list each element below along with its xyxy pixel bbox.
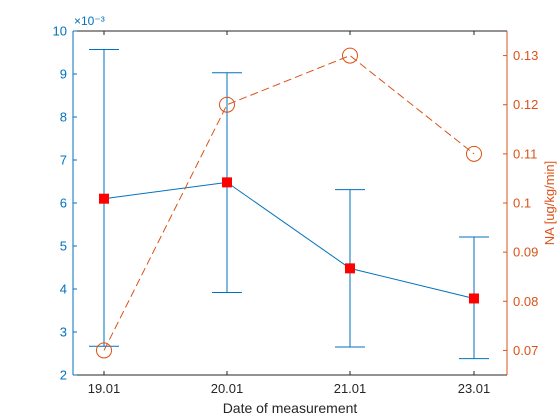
series-2-marker (219, 96, 235, 113)
left-tick-label: 6 (60, 196, 67, 211)
right-tick-label: 0.12 (513, 97, 538, 112)
series-1-marker (222, 177, 232, 188)
left-tick-label: 10 (53, 24, 67, 39)
series-1-marker (345, 263, 355, 274)
x-tick-label: 23.01 (458, 381, 491, 396)
series-1-marker (99, 193, 109, 204)
x-tick-label: 21.01 (334, 381, 367, 396)
right-tick-label: 0.07 (513, 343, 538, 358)
left-axis-exponent: ×10⁻³ (74, 14, 105, 28)
x-tick-label: 19.01 (88, 381, 121, 396)
series-1-line (103, 181, 475, 299)
right-tick-label: 0.11 (513, 146, 537, 161)
left-tick-label: 8 (60, 110, 67, 125)
left-tick-label: 2 (60, 368, 67, 383)
right-tick-label: 0.08 (513, 294, 538, 309)
right-tick-label: 0.1 (513, 196, 531, 211)
left-tick-label: 4 (60, 282, 67, 297)
left-tick-label: 9 (60, 67, 67, 82)
right-tick-label: 0.09 (513, 245, 538, 260)
left-tick-label: 5 (60, 239, 67, 254)
series-2-line (103, 54, 475, 351)
x-tick-label: 20.01 (211, 381, 244, 396)
right-tick-label: 0.13 (513, 48, 538, 63)
left-tick-label: 3 (60, 325, 67, 340)
series-2-marker (466, 145, 482, 162)
series-2-marker (96, 342, 112, 359)
series-1-marker (469, 293, 479, 304)
axes-layer: 19.01 20.01 21.01 23.01 2 3 4 5 6 7 8 9 10 0.07 0.08 0.… (53, 24, 539, 397)
series-2-marker (342, 47, 358, 64)
left-tick-label: 7 (60, 153, 67, 168)
right-axis-label: NA [ug/kg/min] (542, 161, 557, 246)
plot-area (73, 31, 507, 375)
x-axis-label: Date of measurement (223, 400, 358, 416)
series-layer (89, 47, 489, 360)
